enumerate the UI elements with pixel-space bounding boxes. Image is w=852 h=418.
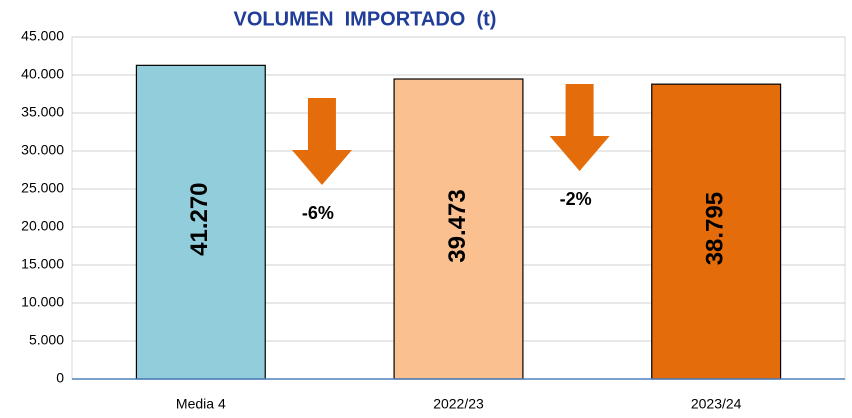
y-tick-label: 30.000: [21, 142, 64, 158]
value-label: 41.270: [186, 182, 213, 255]
down-arrow: [549, 84, 610, 171]
bar: [651, 83, 782, 380]
y-tick-label: 45.000: [21, 28, 64, 44]
y-tick-label: 10.000: [21, 294, 64, 310]
y-tick-label: 35.000: [21, 104, 64, 120]
y-tick-label: 5.000: [29, 332, 64, 348]
down-arrow: [291, 98, 352, 185]
y-tick-label: 40.000: [21, 66, 64, 82]
value-label: 38.795: [702, 192, 729, 265]
y-tick-label: 15.000: [21, 256, 64, 272]
chart-title: VOLUMEN IMPORTADO (t): [234, 8, 497, 30]
annotation: -2%: [560, 189, 592, 209]
bar: [135, 64, 266, 380]
y-tick-label: 0: [56, 370, 64, 386]
x-tick-label: 2023/24: [691, 396, 742, 412]
y-tick-label: 25.000: [21, 180, 64, 196]
value-label: 39.473: [444, 189, 471, 262]
x-tick-label: 2022/23: [433, 396, 484, 412]
x-tick-label: Media 4: [176, 396, 226, 412]
annotation: -6%: [302, 203, 334, 223]
bar: [393, 78, 524, 380]
y-tick-label: 20.000: [21, 218, 64, 234]
